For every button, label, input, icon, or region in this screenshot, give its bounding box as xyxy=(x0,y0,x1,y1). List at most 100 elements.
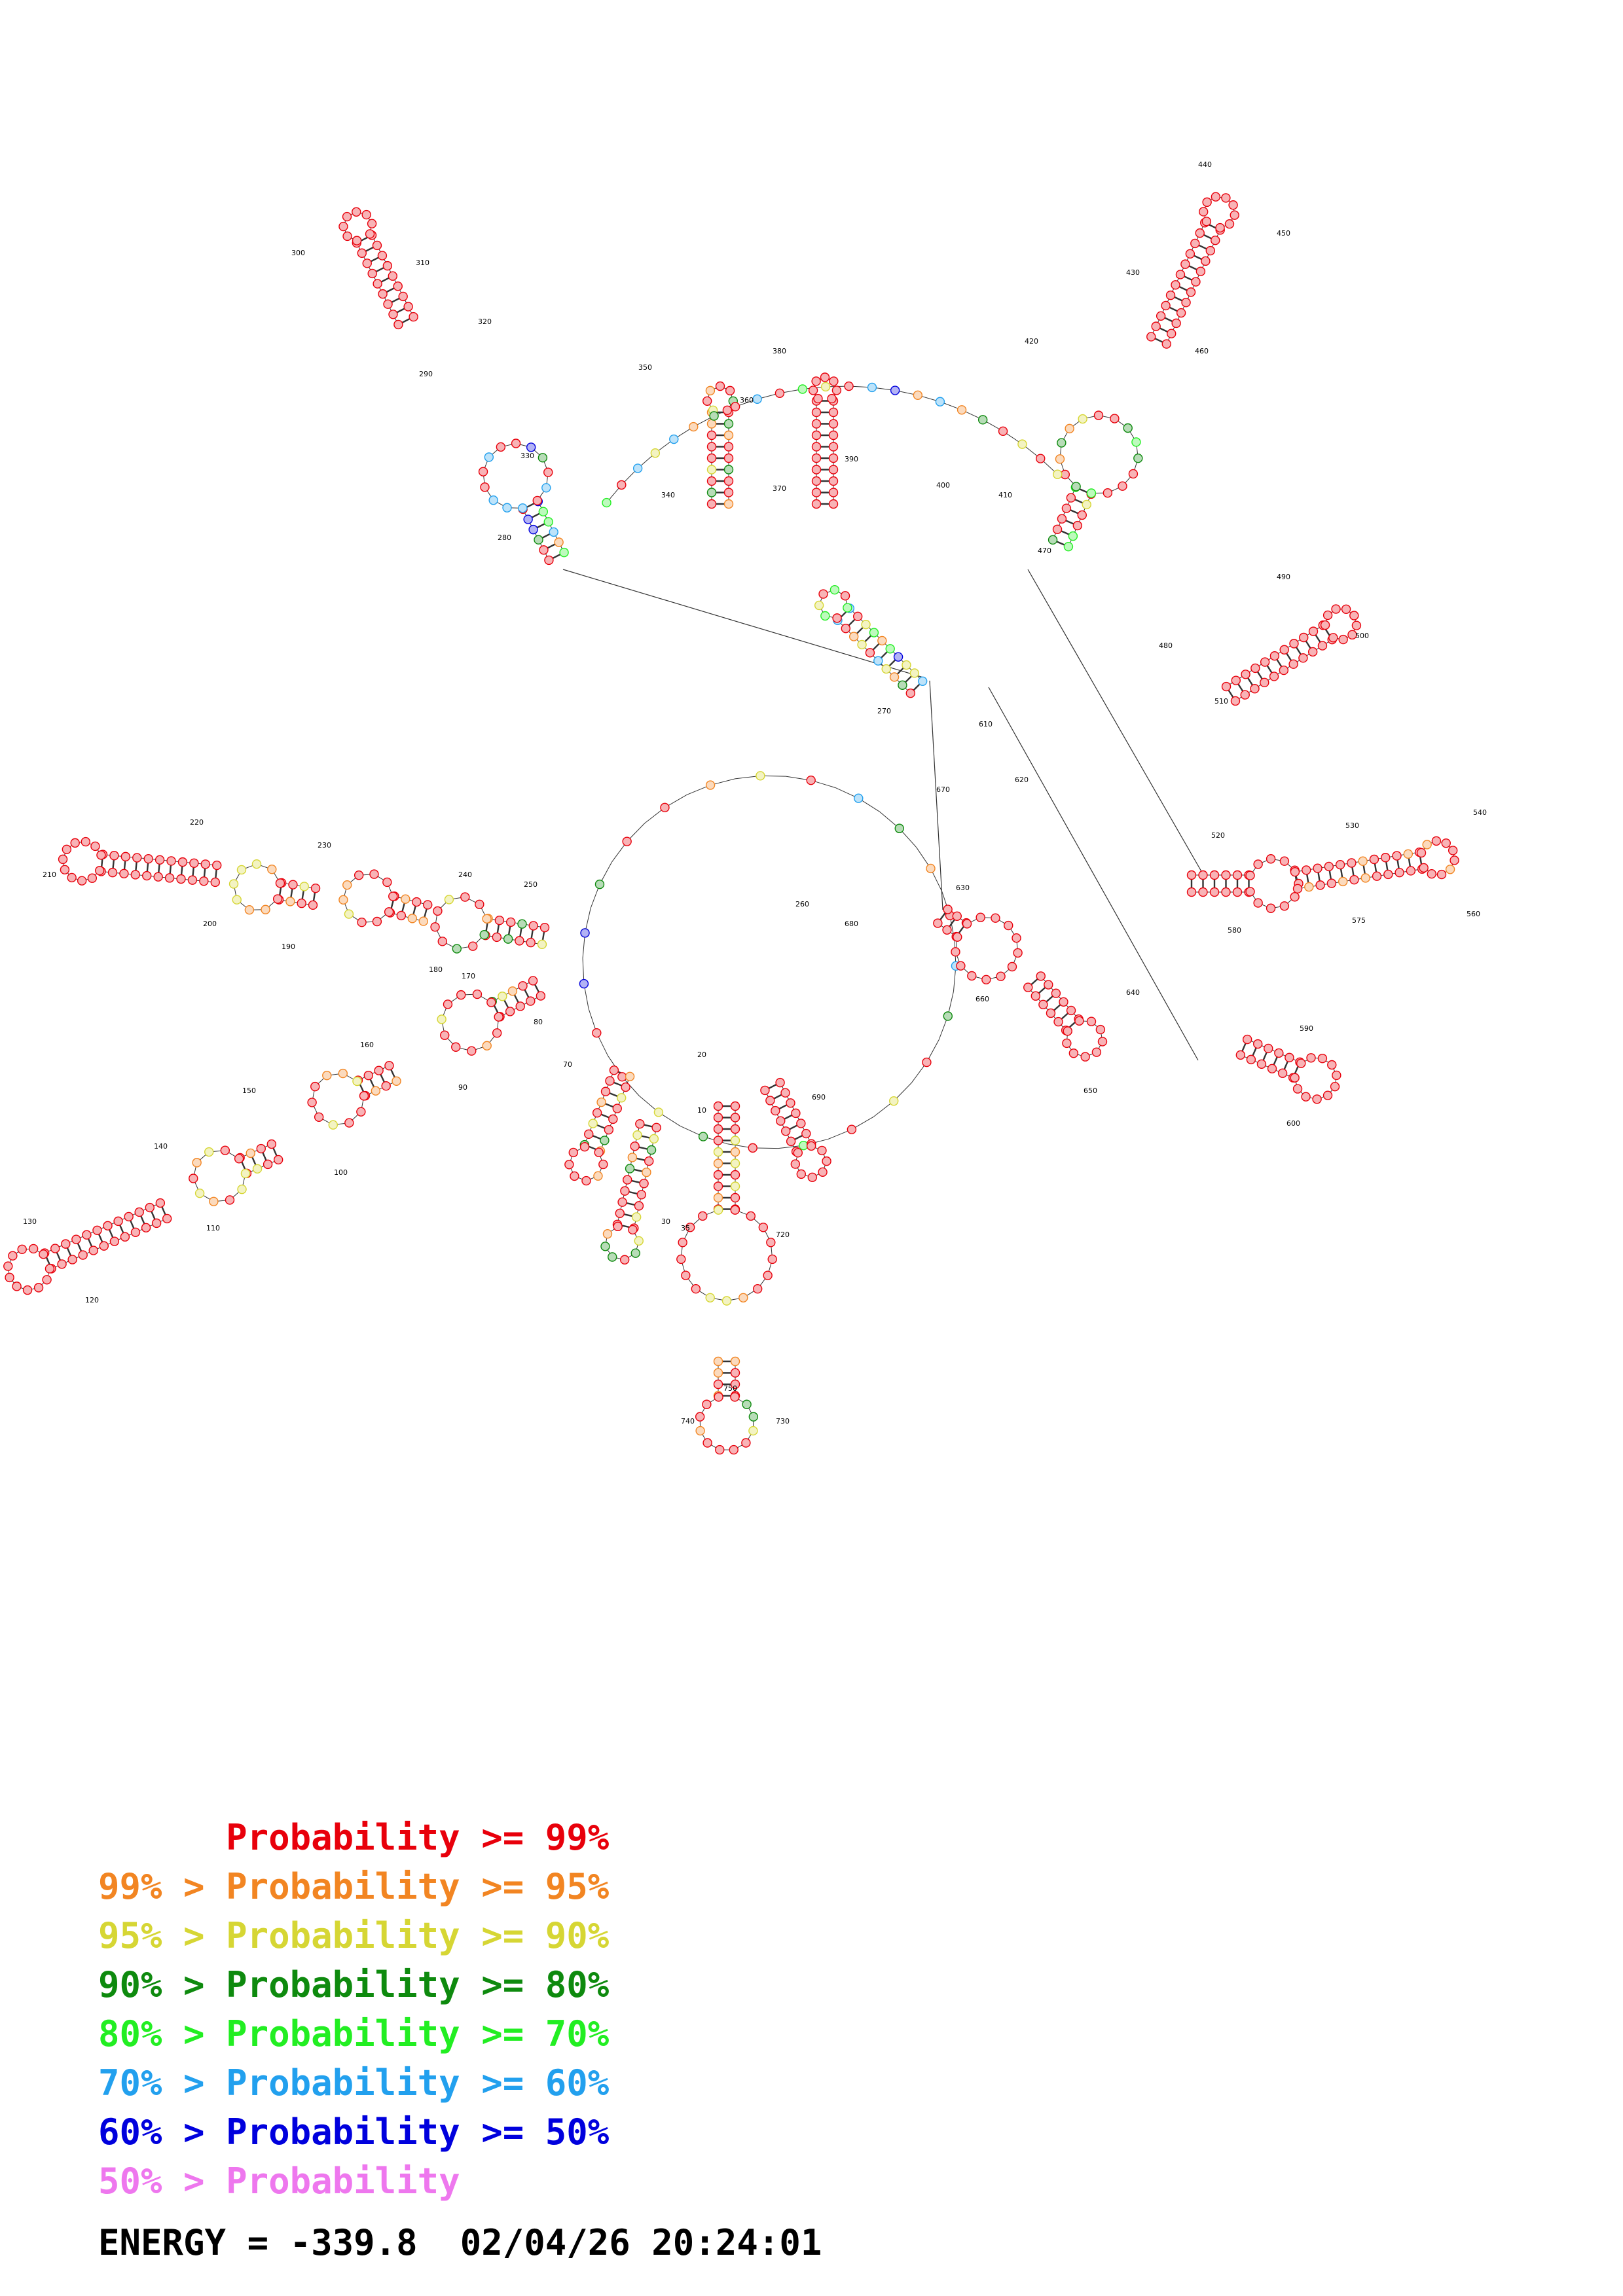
nucleotide xyxy=(382,260,393,271)
nucleotide-number-label: 650 xyxy=(1084,1086,1097,1095)
nucleotide xyxy=(109,1236,120,1246)
nucleotide xyxy=(383,299,393,309)
nucleotide xyxy=(605,1076,615,1086)
nucleotide xyxy=(813,393,823,404)
nucleotide xyxy=(1245,870,1255,880)
nucleotide xyxy=(273,1155,283,1165)
nucleotide xyxy=(1151,321,1161,331)
nucleotide xyxy=(600,1136,610,1145)
nucleotide-number-label: 30 xyxy=(661,1217,670,1226)
nucleotide xyxy=(998,426,1008,437)
nucleotide xyxy=(99,1241,109,1251)
nucleotide xyxy=(1406,866,1416,876)
nucleotide xyxy=(1296,1058,1306,1068)
nucleotide xyxy=(579,978,589,989)
timestamp: 02/04/26 20:24:01 xyxy=(460,2222,822,2263)
nucleotide xyxy=(120,852,131,862)
nucleotide xyxy=(1290,892,1300,902)
nucleotide xyxy=(818,1167,828,1177)
nucleotide-number-label: 160 xyxy=(360,1041,374,1049)
nucleotide xyxy=(625,1071,635,1081)
nucleotide xyxy=(1436,869,1447,880)
nucleotide xyxy=(650,448,661,458)
nucleotide xyxy=(372,240,382,251)
nucleotide xyxy=(791,1108,801,1119)
nucleotide xyxy=(1230,696,1241,706)
nucleotide-number-label: 510 xyxy=(1214,697,1228,706)
nucleotide xyxy=(381,1081,391,1091)
nucleotide-number-label: 350 xyxy=(638,363,652,372)
nucleotide xyxy=(881,664,891,674)
nucleotide xyxy=(502,503,512,512)
nucleotide xyxy=(705,1293,715,1302)
nucleotide xyxy=(857,639,867,650)
nucleotide xyxy=(145,1202,155,1213)
nucleotide xyxy=(713,1124,723,1134)
nucleotide xyxy=(854,793,864,803)
nucleotide xyxy=(729,1444,739,1455)
nucleotide-number-label: 380 xyxy=(773,347,786,355)
nucleotide xyxy=(285,897,295,906)
nucleotide xyxy=(644,1156,654,1166)
nucleotide xyxy=(1308,626,1319,636)
nucleotide xyxy=(162,1213,172,1224)
nucleotide xyxy=(534,535,543,545)
nucleotide xyxy=(957,405,967,415)
rna-secondary-structure-diagram: 10 20 30 35 70 80 90 100 110 120 130 140 150 160 170 18… xyxy=(3,160,1487,1455)
nucleotide xyxy=(536,991,546,1001)
legend-prefix: 70% > xyxy=(98,2062,227,2104)
nucleotide xyxy=(615,1208,625,1218)
nucleotide-label-layer: 10 20 30 35 70 80 90 100 110 120 130 140 150 160 170 18… xyxy=(23,160,1487,1426)
nucleotide-number-label: 310 xyxy=(416,259,429,267)
nucleotide xyxy=(840,591,850,601)
nucleotide xyxy=(1279,665,1289,675)
nucleotide xyxy=(767,1254,777,1265)
nucleotide xyxy=(342,211,352,222)
nucleotide xyxy=(1279,901,1290,911)
nucleotide xyxy=(709,411,719,421)
nucleotide xyxy=(1221,887,1231,897)
nucleotide xyxy=(1128,469,1139,479)
nucleotide xyxy=(494,916,505,925)
nucleotide xyxy=(723,499,734,509)
nucleotide-number-label: 660 xyxy=(976,995,989,1003)
nucleotide xyxy=(407,914,418,924)
nucleotide xyxy=(771,1105,780,1116)
nucleotide-number-label: 70 xyxy=(563,1060,572,1069)
nucleotide-number-label: 750 xyxy=(723,1384,737,1393)
nucleotide xyxy=(1082,499,1091,510)
nucleotide xyxy=(1317,641,1328,651)
nucleotide-number-label: 630 xyxy=(956,884,970,892)
nucleotide xyxy=(890,386,900,395)
nucleotide xyxy=(1250,684,1260,694)
nucleotide-number-label: 400 xyxy=(936,481,950,490)
nucleotide xyxy=(780,1088,790,1098)
nucleotide xyxy=(537,939,547,950)
nucleotide xyxy=(1416,848,1427,858)
probability-legend: Probability >= 99% 99% > Probability >= 9… xyxy=(98,1813,609,2206)
nucleotide xyxy=(246,1148,255,1158)
legend-row: 90% > Probability >= 80% xyxy=(98,1960,609,2009)
nucleotide xyxy=(730,1124,740,1134)
nucleotide xyxy=(456,990,466,1000)
nucleotide xyxy=(1205,245,1216,256)
nucleotide xyxy=(956,961,966,971)
nucleotide xyxy=(632,1130,642,1140)
nucleotide xyxy=(1290,867,1300,877)
nucleotide xyxy=(155,1198,166,1208)
nucleotide xyxy=(598,1159,608,1170)
nucleotide xyxy=(722,405,733,415)
legend-row: 60% > Probability >= 50% xyxy=(98,2108,609,2157)
nucleotide xyxy=(267,865,277,874)
nucleotide xyxy=(604,1124,614,1135)
nucleotide xyxy=(484,452,494,462)
nucleotide xyxy=(1048,535,1058,545)
nucleotide xyxy=(103,1221,113,1231)
nucleotide-number-label: 190 xyxy=(282,942,295,951)
nucleotide xyxy=(796,1169,807,1179)
nucleotide xyxy=(905,688,916,698)
nucleotide xyxy=(482,1041,492,1050)
nucleotide xyxy=(94,865,105,876)
nucleotide xyxy=(828,430,839,440)
legend-prefix: 80% > xyxy=(98,2013,227,2054)
